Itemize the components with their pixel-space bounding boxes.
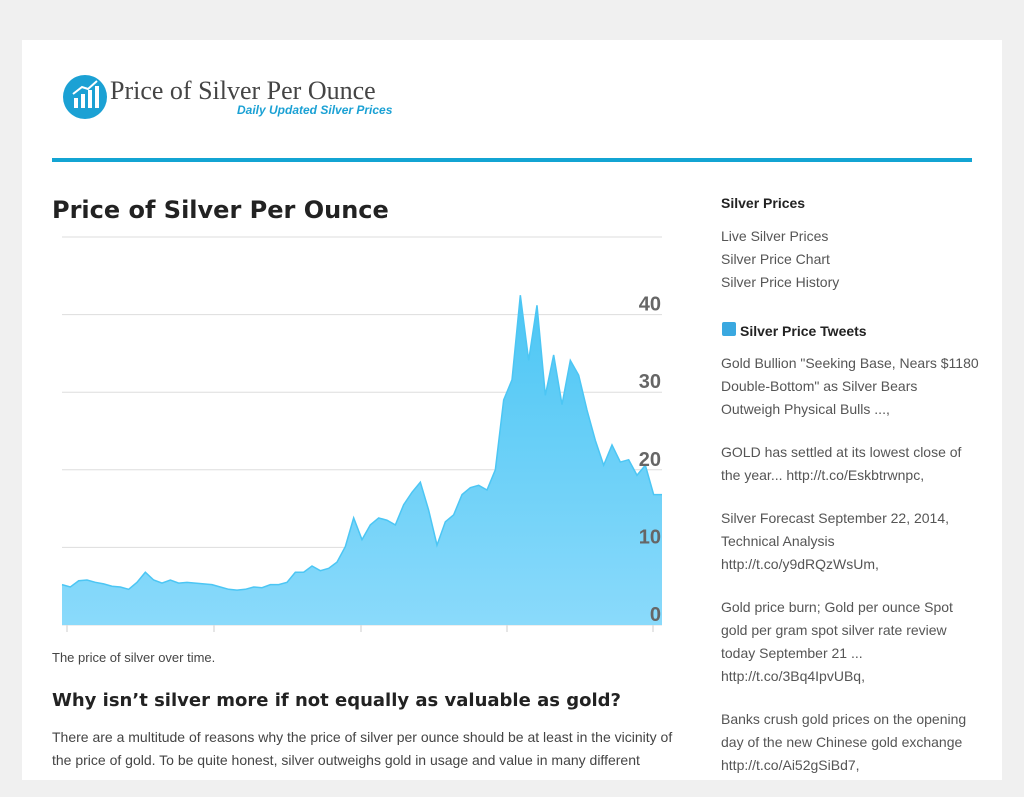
paragraph: There are a multitude of reasons why the…: [52, 726, 672, 772]
tweet: Silver Forecast September 22, 2014, Techn…: [721, 507, 979, 576]
area: [62, 295, 662, 625]
tweet-line: Banks crush gold prices on the opening: [721, 711, 967, 727]
caption: The price of silver over time.: [52, 650, 216, 665]
tweet-line: Technical Analysis: [721, 533, 835, 549]
tweet-line: http://t.co/y9dRQzWsUm,: [721, 556, 879, 572]
tweet: Banks crush gold prices on the opening da…: [721, 708, 979, 777]
y-tick-label: 30: [639, 371, 661, 393]
sidebar-link[interactable]: Live Silver Prices: [721, 228, 829, 244]
tweet-line: gold per gram spot silver rate review: [721, 622, 947, 638]
tweet-line: Silver Forecast September 22, 2014,: [721, 510, 950, 526]
tweet-line: day of the new Chinese gold exchange: [721, 734, 963, 750]
twitter-icon: [722, 322, 736, 336]
chart: 0 10 20 30 40: [61, 236, 662, 632]
y-tick-label: 0: [650, 604, 661, 626]
sidebar-link[interactable]: Silver Price Chart: [721, 251, 830, 267]
tweet-line: Outweigh Physical Bulls ...,: [721, 401, 890, 417]
tweet-list: Gold Bullion "Seeking Base, Nears $1180 D…: [721, 352, 979, 797]
x-ticks: [66, 625, 654, 632]
tweet-line: GOLD has settled at its lowest close of: [721, 444, 962, 460]
tweet-line: Gold Bullion "Seeking Base, Nears $1180: [721, 355, 979, 371]
y-tick-label: 40: [639, 294, 661, 316]
tweet: GOLD has settled at its lowest close of t…: [721, 441, 979, 487]
tweet-line: Double-Bottom" as Silver Bears: [721, 378, 918, 394]
sidebar-title: Silver Prices: [721, 195, 806, 211]
y-tick-label: 20: [639, 449, 661, 471]
tweets-title: Silver Price Tweets: [740, 323, 867, 339]
heading: Price of Silver Per Ounce: [52, 196, 389, 224]
tweet-line: today September 21 ...: [721, 645, 863, 661]
site-title[interactable]: Price of Silver Per Ounce: [110, 76, 376, 105]
subheading: Why isn’t silver more if not equally as …: [52, 690, 621, 711]
y-tick-label: 10: [639, 526, 661, 548]
tweet-line: the year... http://t.co/Eskbtrwnpc,: [721, 467, 925, 483]
paragraph-line: There are a multitude of reasons why the…: [52, 729, 673, 745]
tweet: Gold Bullion "Seeking Base, Nears $1180 D…: [721, 352, 979, 421]
tweet-line: http://t.co/3Bq4IpvUBq,: [721, 668, 865, 684]
header-bar: [52, 158, 972, 162]
paragraph-line: the price of gold. To be quite honest, s…: [52, 752, 640, 768]
tagline: Daily Updated Silver Prices: [237, 103, 393, 117]
tweet-line: http://t.co/Ai52gSiBd7,: [721, 757, 860, 773]
link-list: Live Silver Prices Silver Price Chart Silv…: [721, 225, 839, 294]
logo-icon: [63, 75, 107, 119]
tweet-line: Gold price burn; Gold per ounce Spot: [721, 599, 953, 615]
area-line: [61, 295, 662, 591]
page: Price of Silver Per Ounce Daily Updated …: [22, 40, 1002, 780]
tweet: Gold price burn; Gold per ounce Spot gold…: [721, 596, 979, 688]
sidebar-link[interactable]: Silver Price History: [721, 274, 840, 290]
